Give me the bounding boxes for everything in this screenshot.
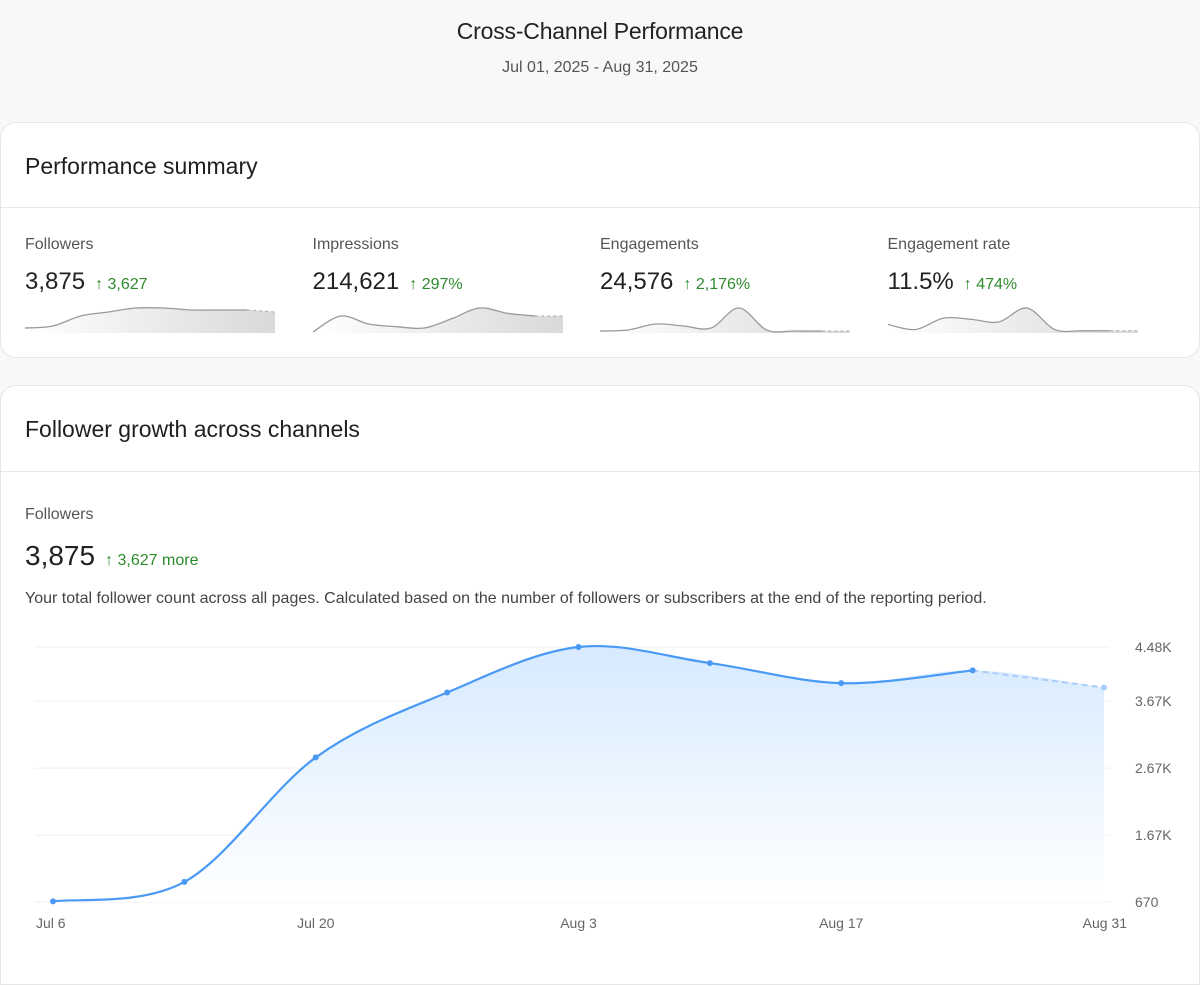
data-point[interactable] — [1101, 684, 1107, 691]
series-partial-line — [972, 669, 1105, 689]
metric-value: 3,875 — [25, 268, 86, 295]
sparkline — [600, 307, 850, 333]
data-point[interactable] — [181, 878, 188, 885]
page-title: Cross-Channel Performance — [456, 18, 744, 44]
metric-value: 24,576 — [600, 268, 674, 295]
metric-delta: ↑ 3,627 — [95, 276, 148, 293]
data-point[interactable] — [444, 689, 451, 696]
metric-impressions: Impressions 214,621 ↑ 297% — [312, 208, 601, 334]
growth-delta: ↑ 3,627 more — [105, 552, 199, 569]
growth-description: Your total follower count across all pag… — [25, 590, 987, 607]
data-point[interactable] — [50, 898, 56, 905]
report-header: Cross-Channel Performance Jul 01, 2025 -… — [0, 0, 1200, 122]
metric-delta: ↑ 297% — [409, 276, 463, 293]
metric-value: 214,621 — [312, 268, 400, 295]
x-tick-label: Jul 20 — [297, 915, 335, 931]
area-fill — [53, 646, 1104, 902]
sparkline-area — [25, 307, 275, 333]
data-point[interactable] — [969, 667, 976, 674]
sparkline-line — [887, 307, 1110, 333]
summary-title: Performance summary — [1, 123, 1199, 208]
data-point[interactable] — [706, 660, 713, 667]
sparkline-line — [25, 306, 248, 329]
sparkline — [887, 307, 1138, 333]
metric-value: 11.5% — [887, 268, 954, 295]
data-point[interactable] — [838, 680, 845, 687]
metric-delta: ↑ 2,176% — [683, 276, 751, 293]
y-tick-label: 670 — [1135, 894, 1159, 910]
sparkline-line — [312, 307, 535, 333]
growth-title: Follower growth across channels — [1, 386, 1199, 472]
follower-growth-chart: 4.48K 3.67K 2.67K 1.67K 670 Jul 6 Jul 20 Aug 3 A… — [35, 639, 1172, 931]
sparkline-area — [887, 307, 1138, 333]
y-tick-label: 4.48K — [1135, 639, 1172, 655]
data-point[interactable] — [575, 644, 582, 650]
metric-delta: ↑ 474% — [963, 276, 1018, 293]
metric-label: Engagements — [600, 236, 699, 253]
sparkline — [312, 307, 563, 333]
metric-engagement-rate: Engagement rate 11.5% ↑ 474% — [887, 208, 1176, 334]
sparkline — [25, 306, 275, 333]
data-point[interactable] — [312, 754, 319, 761]
metric-label: Followers — [25, 236, 94, 253]
sparkline-area — [600, 307, 850, 333]
growth-metric-label: Followers — [25, 506, 94, 523]
metric-engagements: Engagements 24,576 ↑ 2,176% — [600, 208, 888, 334]
metric-followers: Followers 3,875 ↑ 3,627 — [25, 208, 313, 334]
series-line — [52, 644, 973, 903]
performance-summary-card: Performance summary Followers 3,875 ↑ 3,6… — [0, 122, 1200, 358]
x-tick-label: Jul 6 — [36, 915, 66, 931]
sparkline-line — [600, 307, 823, 333]
x-tick-label: Aug 3 — [560, 915, 597, 931]
sparkline-partial — [247, 309, 275, 313]
date-range: Jul 01, 2025 - Aug 31, 2025 — [502, 59, 698, 76]
metric-label: Engagement rate — [887, 236, 1011, 253]
x-tick-label: Aug 31 — [1083, 915, 1128, 931]
x-tick-label: Aug 17 — [819, 915, 864, 931]
sparkline-area — [312, 307, 563, 333]
y-tick-label: 2.67K — [1135, 760, 1172, 776]
growth-value: 3,875 — [25, 540, 96, 571]
y-tick-label: 3.67K — [1135, 693, 1172, 709]
metric-label: Impressions — [312, 236, 399, 253]
y-tick-label: 1.67K — [1135, 827, 1172, 843]
